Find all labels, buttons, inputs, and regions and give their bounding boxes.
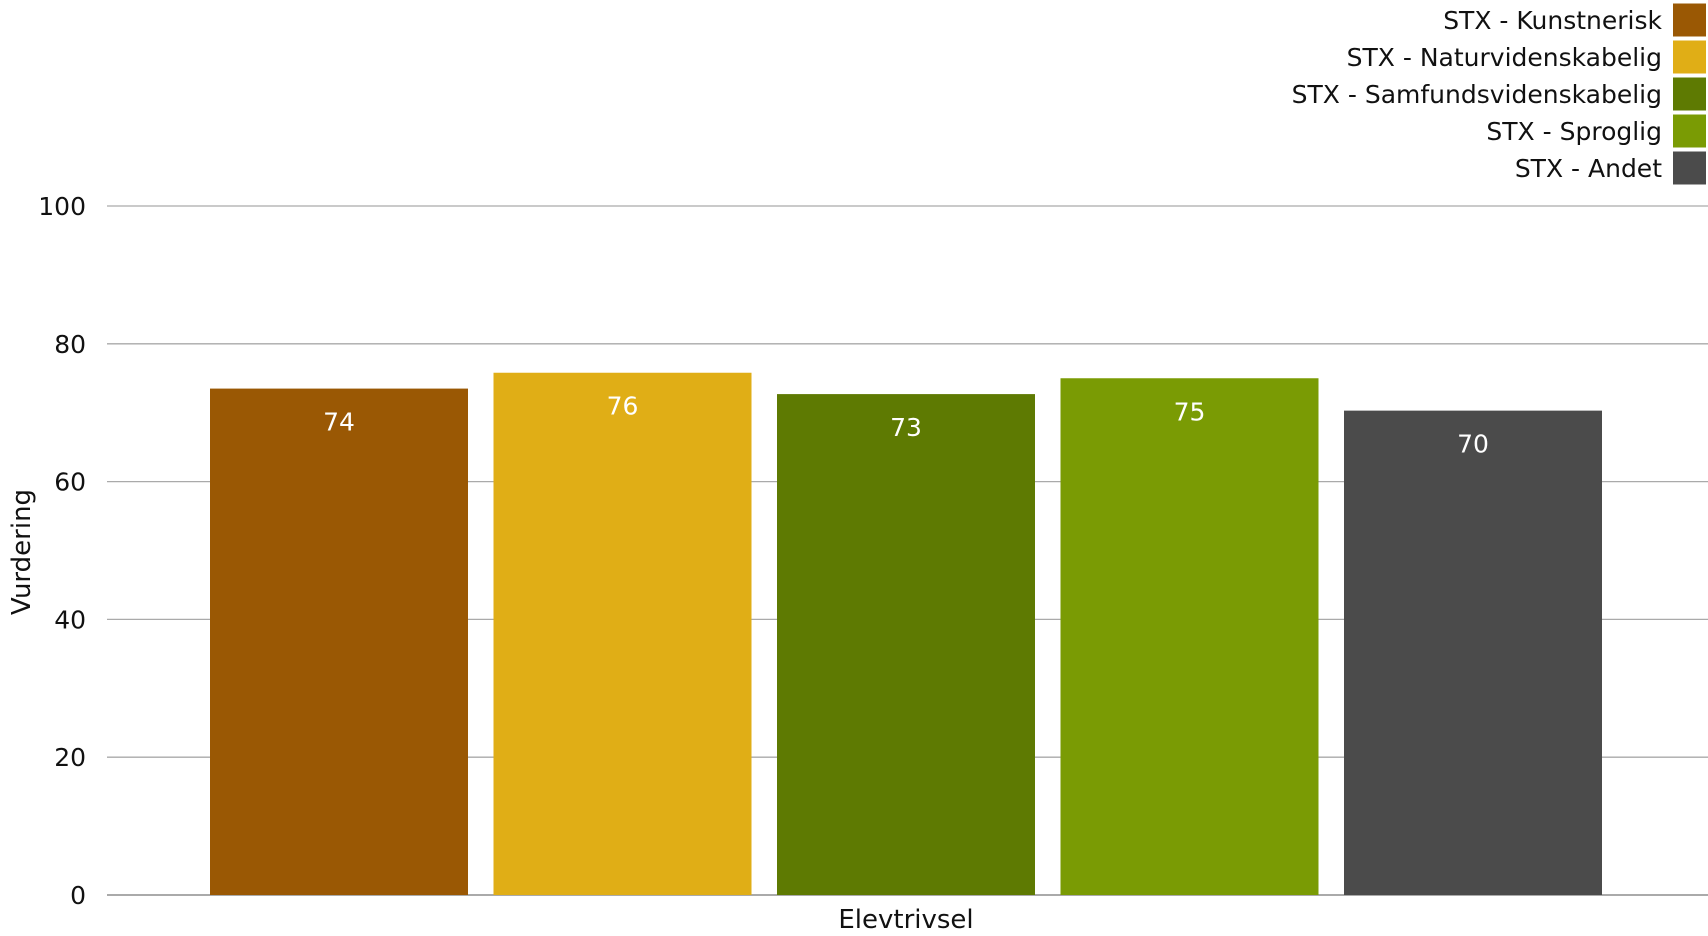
legend-label: STX - Kunstnerisk xyxy=(1443,6,1662,35)
bar-value-label: 70 xyxy=(1457,430,1489,459)
legend: STX - Kunstnerisk STX - Naturvidenskabeli… xyxy=(1292,3,1706,185)
y-axis-title: Vurdering xyxy=(7,489,37,615)
bar-value-label: 76 xyxy=(607,392,639,421)
bar-value-label: 73 xyxy=(890,413,922,442)
y-tick-label: 80 xyxy=(54,330,86,359)
y-tick-label: 100 xyxy=(38,192,86,221)
legend-label: STX - Andet xyxy=(1515,154,1662,183)
legend-swatch xyxy=(1673,77,1706,111)
legend-swatch xyxy=(1673,3,1706,37)
legend-swatch xyxy=(1673,151,1706,185)
y-tick-label: 60 xyxy=(54,468,86,497)
legend-swatch xyxy=(1673,114,1706,148)
y-tick-label: 20 xyxy=(54,743,86,772)
legend-label: STX - Naturvidenskabelig xyxy=(1347,43,1662,72)
bar-1 xyxy=(210,388,468,895)
bar-3 xyxy=(777,394,1035,895)
y-tick-label: 0 xyxy=(70,881,86,910)
legend-label: STX - Sproglig xyxy=(1486,117,1662,146)
legend-label: STX - Samfundsvidenskabelig xyxy=(1292,80,1662,109)
x-axis-category-label: Elevtrivsel xyxy=(838,905,973,935)
bar-2 xyxy=(493,372,752,895)
bar-value-label: 75 xyxy=(1174,397,1206,426)
legend-swatch xyxy=(1673,40,1706,74)
y-tick-label: 40 xyxy=(54,605,86,634)
bar-4 xyxy=(1060,378,1319,895)
y-axis-ticks: 0 20 40 60 80 100 xyxy=(38,192,86,910)
bars: 74 76 73 75 70 xyxy=(210,372,1602,895)
bar-5 xyxy=(1344,410,1602,895)
bar-value-label: 74 xyxy=(323,408,355,437)
